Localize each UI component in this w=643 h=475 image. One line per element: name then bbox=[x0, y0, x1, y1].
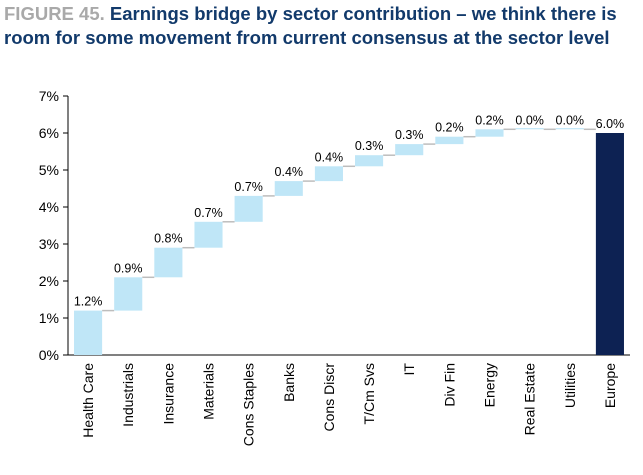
data-label: 0.4% bbox=[275, 165, 304, 179]
bar bbox=[314, 166, 343, 182]
bar bbox=[395, 144, 424, 156]
y-tick-label: 3% bbox=[39, 236, 59, 252]
data-label: 0.7% bbox=[234, 180, 263, 194]
x-tick-labels: Health Care Industrials Insurance Materials… bbox=[80, 363, 618, 447]
y-axis: 0% 1% 2% 3% 4% 5% 6% 7% bbox=[39, 88, 630, 363]
data-label: 6.0% bbox=[596, 117, 625, 131]
bar bbox=[74, 310, 103, 355]
y-tick-label: 0% bbox=[39, 347, 59, 363]
data-label: 0.2% bbox=[435, 121, 464, 135]
bars bbox=[74, 128, 624, 355]
bar bbox=[114, 277, 143, 311]
data-label: 0.3% bbox=[395, 128, 424, 142]
x-tick-label: Div Fin bbox=[441, 363, 457, 407]
y-tick-label: 2% bbox=[39, 273, 59, 289]
x-tick-label: Cons Staples bbox=[241, 363, 257, 446]
bar bbox=[435, 136, 464, 145]
bar bbox=[154, 247, 183, 278]
x-tick-label: Health Care bbox=[80, 363, 96, 438]
bar bbox=[355, 155, 384, 167]
y-tick-label: 7% bbox=[39, 88, 59, 104]
y-tick-label: 4% bbox=[39, 199, 59, 215]
bar bbox=[194, 221, 223, 248]
x-tick-label: T/Cm Svs bbox=[361, 363, 377, 424]
data-label: 0.7% bbox=[194, 206, 223, 220]
bar bbox=[234, 195, 263, 222]
y-tick-label: 5% bbox=[39, 162, 59, 178]
x-tick-label: Energy bbox=[482, 363, 498, 407]
x-tick-label: Insurance bbox=[160, 363, 176, 425]
x-tick-label: IT bbox=[401, 363, 417, 376]
data-label: 0.8% bbox=[154, 232, 183, 246]
bar bbox=[555, 128, 584, 130]
data-label: 0.0% bbox=[556, 113, 585, 127]
x-tick-label: Utilities bbox=[562, 363, 578, 408]
x-tick-label: Cons Discr bbox=[321, 363, 337, 432]
data-label: 0.3% bbox=[355, 139, 384, 153]
data-label: 0.0% bbox=[515, 113, 544, 127]
bar bbox=[475, 129, 504, 137]
connector-lines bbox=[102, 128, 596, 312]
data-label: 1.2% bbox=[74, 295, 103, 309]
bar bbox=[515, 128, 544, 130]
x-tick-label: Real Estate bbox=[522, 363, 538, 436]
x-tick-label: Industrials bbox=[120, 363, 136, 427]
data-label: 0.9% bbox=[114, 261, 143, 275]
x-tick-label: Materials bbox=[201, 363, 217, 420]
data-label: 0.4% bbox=[315, 150, 344, 164]
total-bar bbox=[595, 133, 624, 355]
bar bbox=[274, 181, 303, 196]
x-tick-label: Europe bbox=[602, 363, 618, 408]
x-tick-label: Banks bbox=[281, 363, 297, 402]
chart-title: FIGURE 45. Earnings bridge by sector con… bbox=[4, 2, 640, 50]
value-labels: 1.2% 0.9% 0.8% 0.7% 0.7% 0.4% 0.4% 0.3% 0.3% 0.2%… bbox=[74, 113, 624, 308]
data-label: 0.2% bbox=[475, 113, 504, 127]
y-tick-label: 1% bbox=[39, 310, 59, 326]
title-text: Earnings bridge by sector contribution –… bbox=[4, 3, 617, 48]
y-tick-label: 6% bbox=[39, 125, 59, 141]
figure-label: FIGURE 45. bbox=[4, 3, 105, 24]
